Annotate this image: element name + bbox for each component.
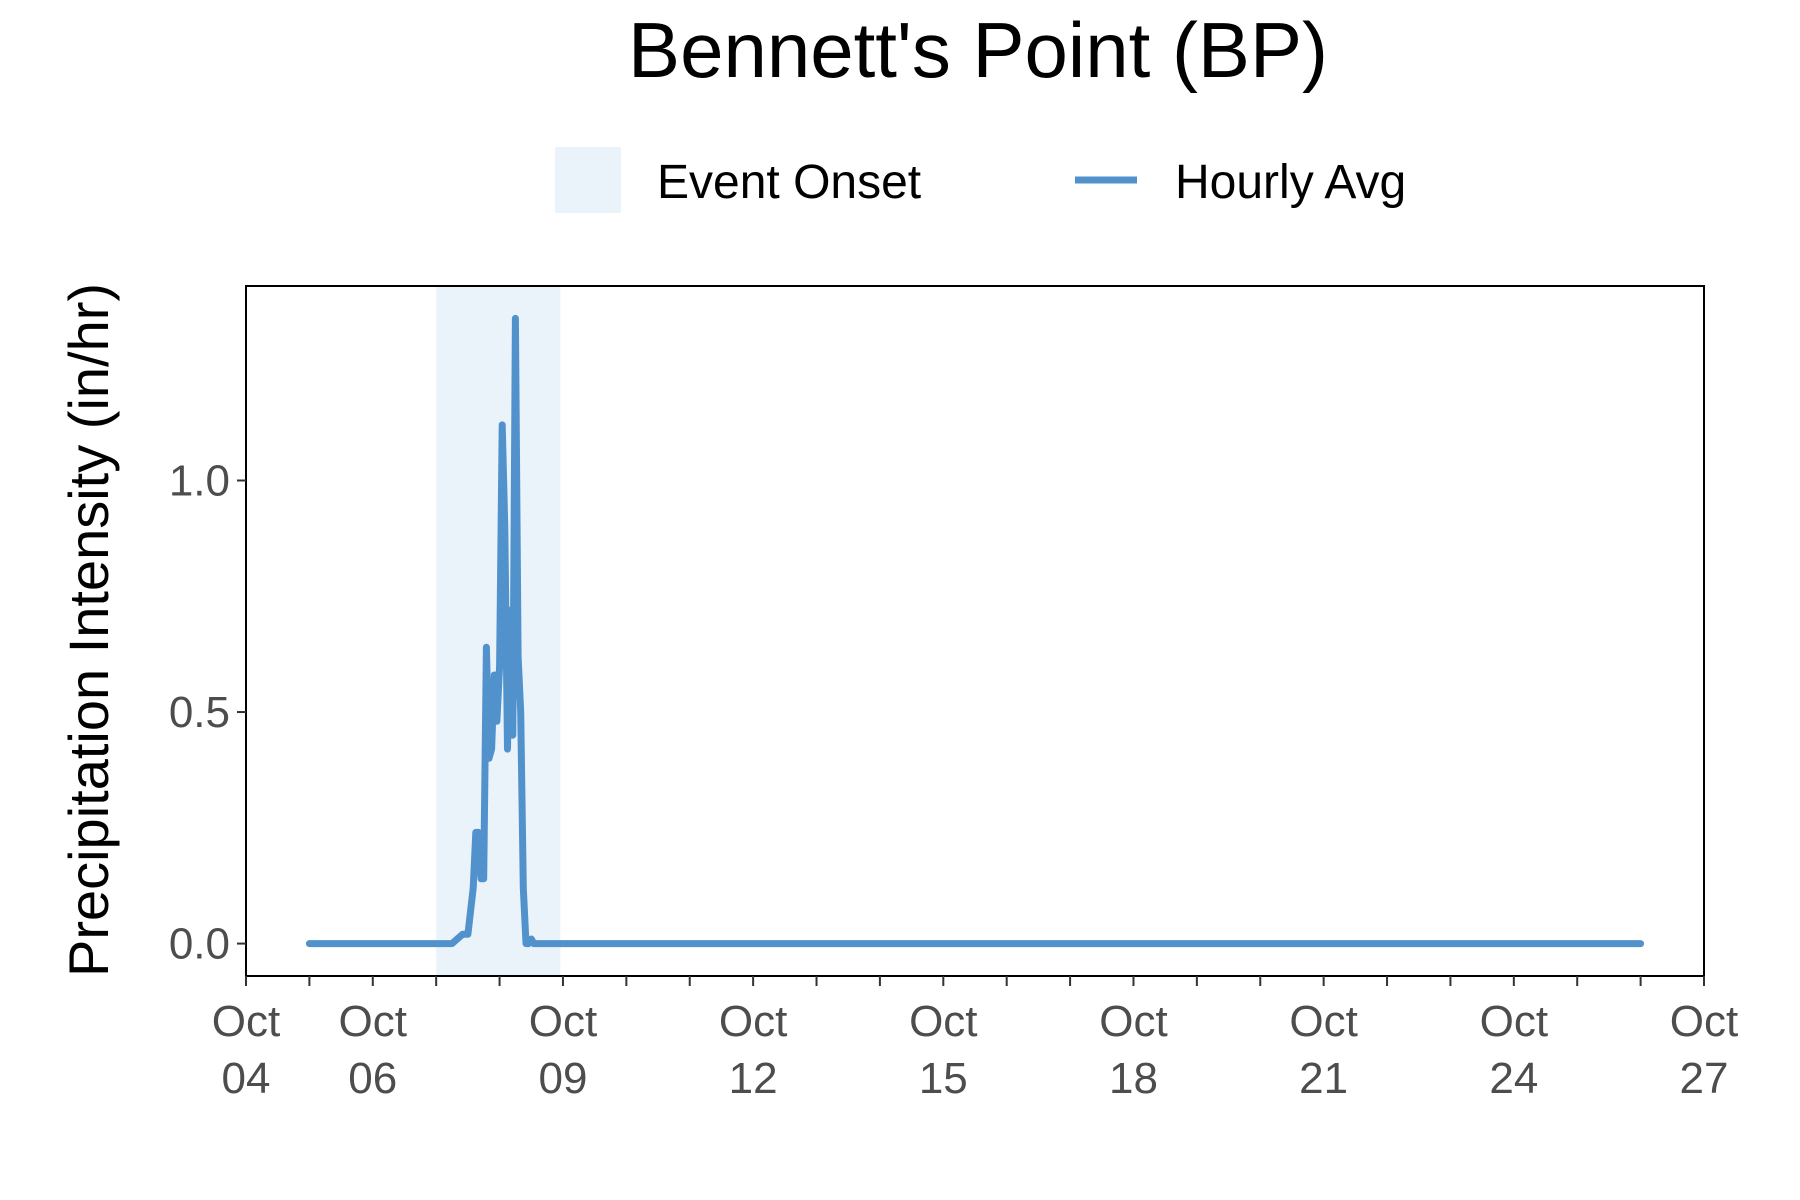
x-tick-label-day: 27 — [1680, 1054, 1729, 1103]
x-tick-label-month: Oct — [1480, 997, 1548, 1046]
x-tick-label-day: 18 — [1109, 1054, 1158, 1103]
x-tick-label-day: 12 — [729, 1054, 778, 1103]
legend-label-hourly-avg: Hourly Avg — [1175, 156, 1406, 209]
y-axis-ticks: 0.0 0.5 1.0 — [169, 456, 246, 969]
x-tick-label-day: 09 — [538, 1054, 587, 1103]
x-tick-label-month: Oct — [719, 997, 787, 1046]
x-tick-label-day: 15 — [919, 1054, 968, 1103]
x-tick-label-month: Oct — [1099, 997, 1167, 1046]
y-tick-label: 0.5 — [169, 688, 230, 737]
plot-area — [245, 285, 1705, 977]
legend: Event Onset Hourly Avg — [555, 147, 1406, 213]
x-tick-label-month: Oct — [909, 997, 977, 1046]
plot-border — [245, 285, 1705, 977]
y-tick-label: 0.0 — [169, 920, 230, 969]
x-tick-label-month: Oct — [339, 997, 407, 1046]
x-tick-label-day: 06 — [348, 1054, 397, 1103]
x-tick-label-month: Oct — [212, 997, 280, 1046]
legend-key-event-onset — [555, 147, 621, 213]
x-tick-label-day: 04 — [222, 1054, 271, 1103]
x-axis-ticks: Oct 04 Oct 06 Oct 09 Oct 12 Oct 15 Oct 18 Oct 21 Oct 24… — [212, 976, 1738, 1103]
legend-label-event-onset: Event Onset — [657, 156, 921, 209]
chart-title: Bennett's Point (BP) — [628, 6, 1328, 94]
x-tick-label-month: Oct — [1289, 997, 1357, 1046]
x-tick-label-month: Oct — [529, 997, 597, 1046]
x-tick-label-day: 24 — [1489, 1054, 1538, 1103]
y-axis-label: Precipitation Intensity (in/hr) — [57, 283, 120, 977]
x-tick-label-month: Oct — [1670, 997, 1738, 1046]
y-tick-label: 1.0 — [169, 456, 230, 505]
x-tick-label-day: 21 — [1299, 1054, 1348, 1103]
hourly-avg-line — [305, 314, 1645, 948]
